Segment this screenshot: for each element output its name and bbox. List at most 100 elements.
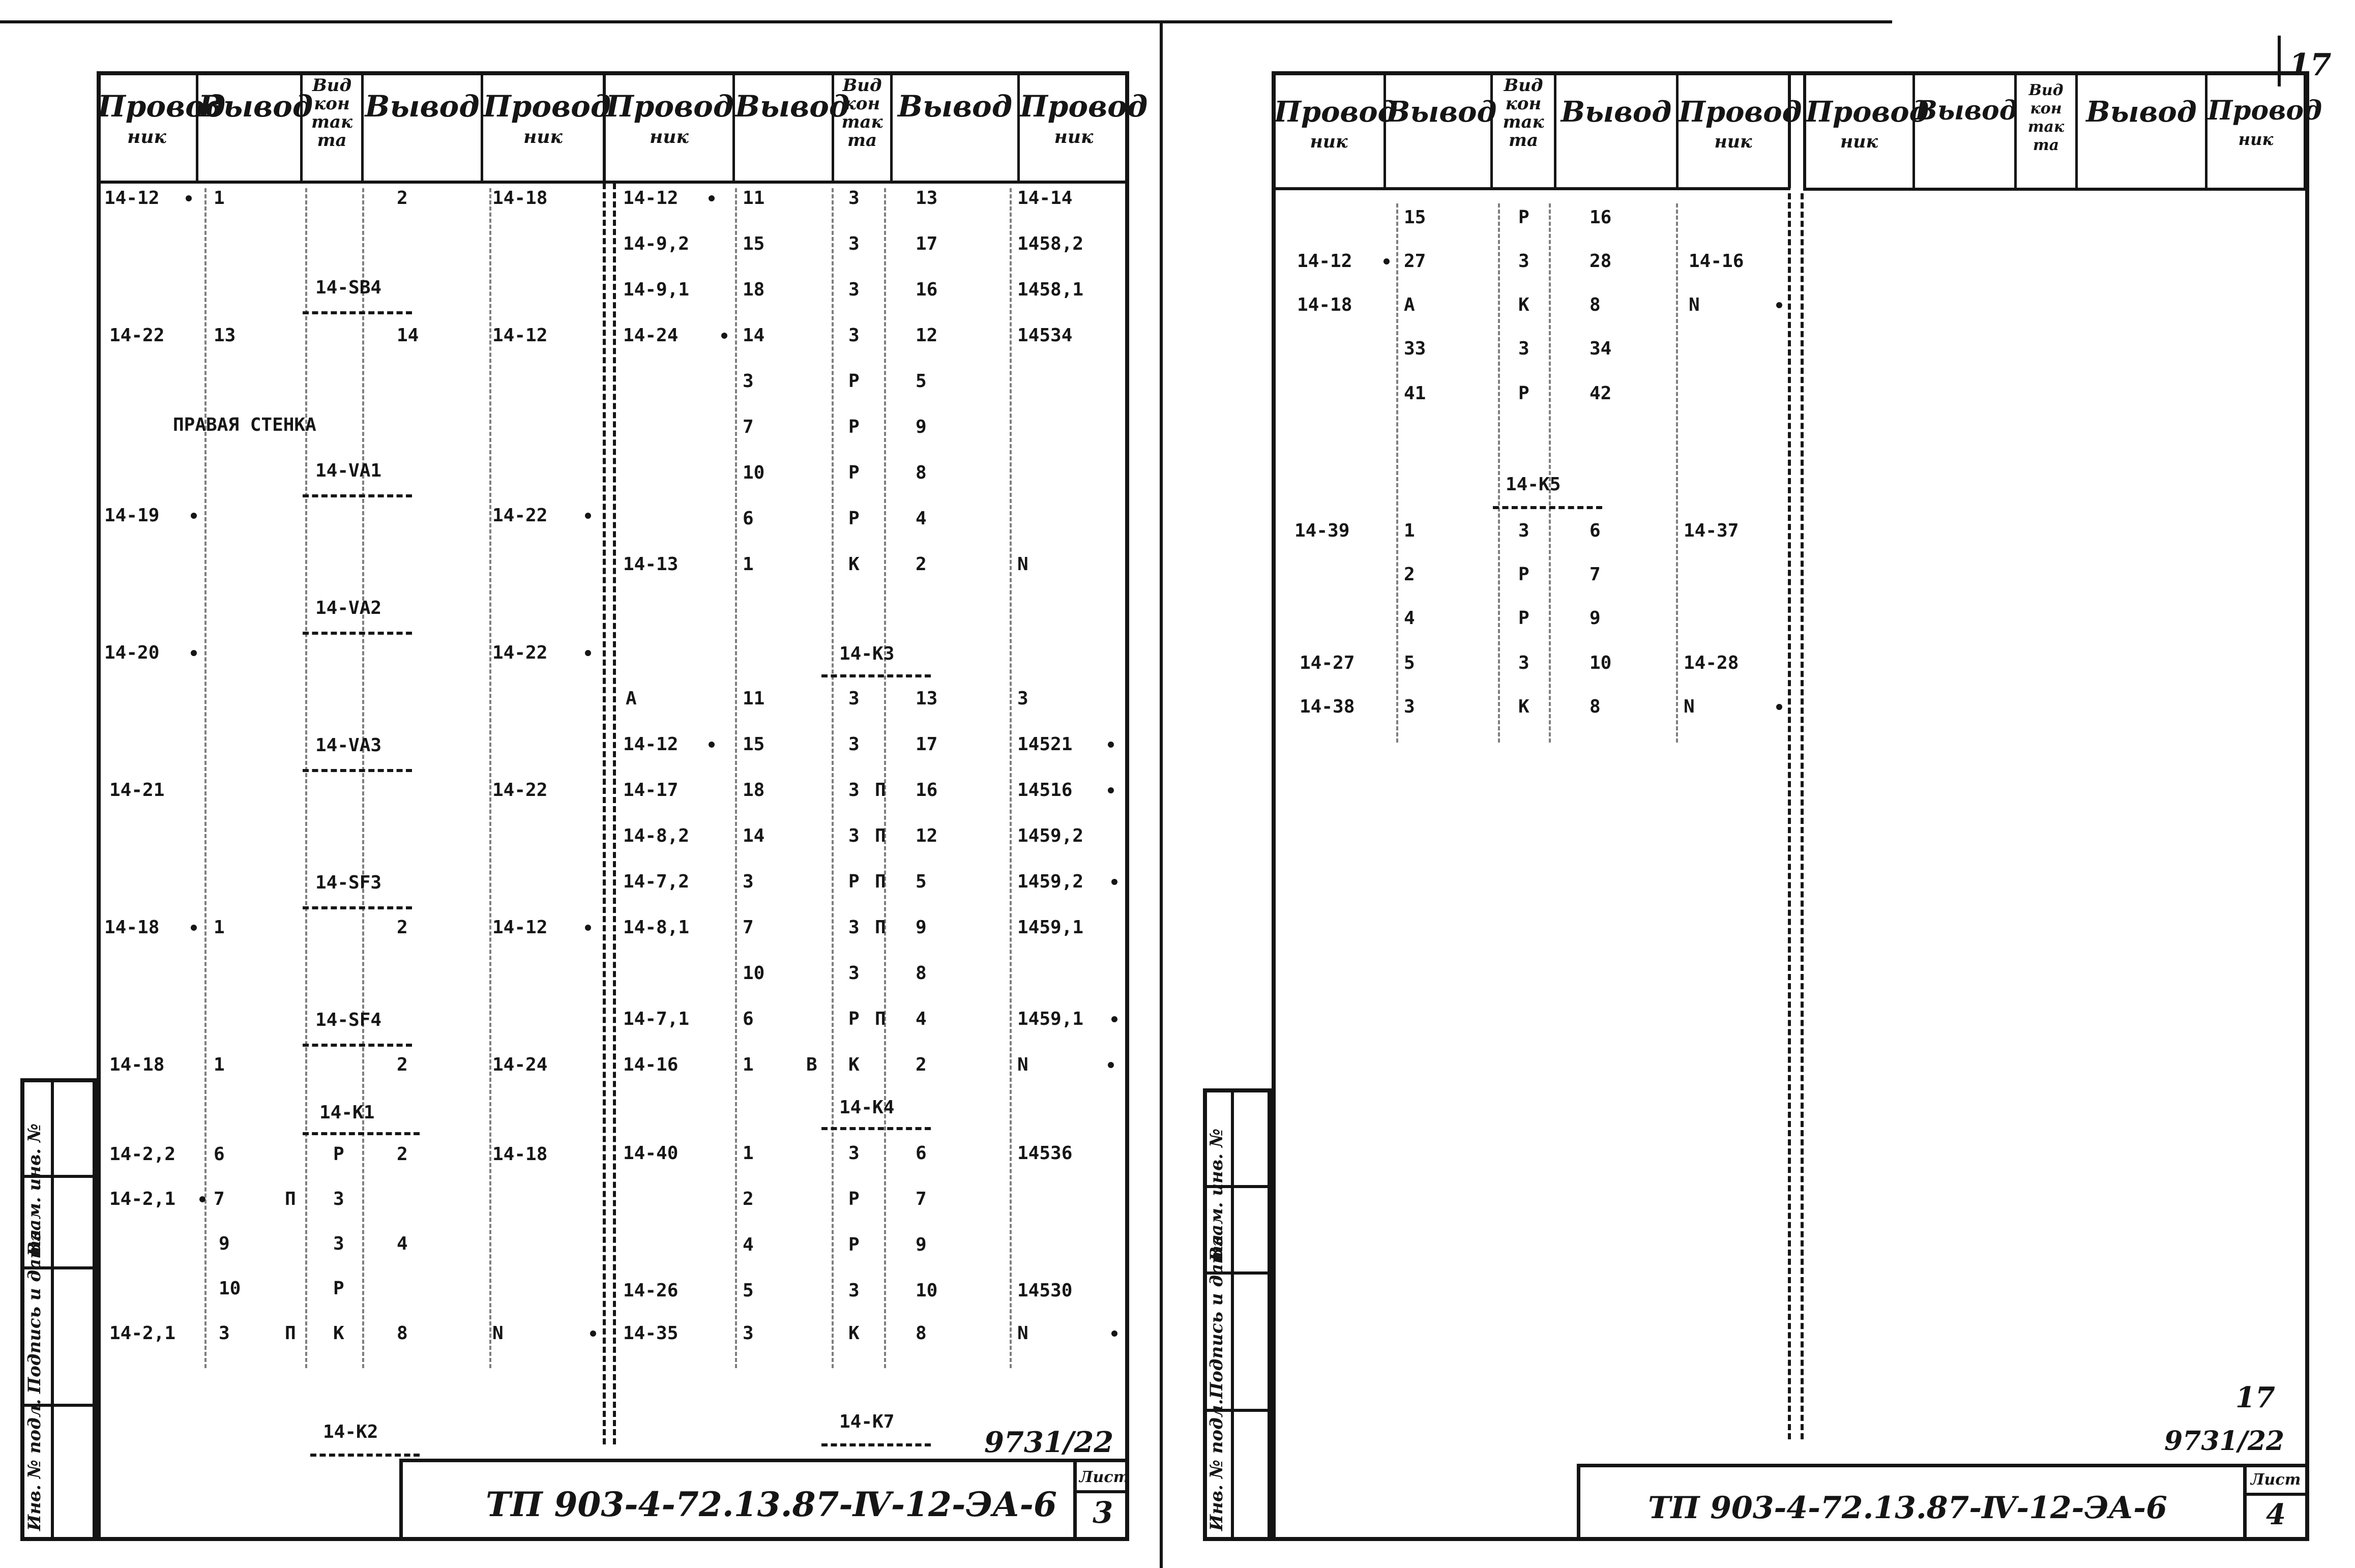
wire-cell: 1459,1 (1017, 1009, 1084, 1029)
page1-center-divider-a (603, 183, 609, 1444)
page1-h-vid-2: Вид кон так та (841, 75, 883, 151)
contact-type: К (1518, 294, 1529, 315)
contact-type: 3 (848, 688, 860, 709)
page1-h-provod-3: Провод ник (606, 89, 734, 147)
page1-doc-number: ТП 903-4-72.13.87-Ⅳ-12-ЭА-6 (486, 1485, 1057, 1524)
wire-cell: 1459,1 (1017, 917, 1084, 938)
pin-cell: 3 (743, 871, 754, 892)
page1-device-underline (303, 906, 412, 909)
pin-cell: 2 (916, 554, 927, 575)
pin-cell: 1 (1404, 520, 1415, 541)
pin-cell: 3 (743, 371, 754, 392)
page1-device-underline (821, 674, 931, 677)
page2-header-right-block (1803, 71, 2307, 191)
junction-dot (186, 195, 192, 201)
junction-dot (709, 742, 715, 748)
wire-cell: 14-22 (492, 642, 548, 663)
pin-cell: 2 (397, 1144, 408, 1165)
page2-center-divider-a (1788, 193, 1794, 1439)
page1-col-guide (489, 188, 494, 1368)
contact-type: 3 (848, 734, 860, 755)
pin-cell: 5 (916, 371, 927, 392)
wire-cell: 14-17 (623, 780, 679, 801)
pin-cell: 9 (916, 417, 927, 437)
page1-side-row3 (20, 1404, 97, 1407)
wire-cell: N (1017, 554, 1028, 575)
pin-cell: 2 (916, 1054, 927, 1075)
junction-dot (1108, 1062, 1114, 1068)
wire-cell: N (1017, 1054, 1028, 1075)
page1-h-provod-4: Провод ник (1020, 89, 1148, 147)
pin-cell: 16 (916, 780, 938, 801)
wire-cell: 14-2,2 (109, 1144, 176, 1165)
page2-stamp-top (1577, 1464, 2309, 1467)
contact-type: Р (1518, 608, 1529, 629)
pin-cell: 27 (1404, 251, 1426, 272)
page2-list-number: 4 (2266, 1498, 2286, 1531)
wire-cell: 14-12 (104, 188, 160, 209)
pin-cell: 15 (743, 734, 765, 755)
page1-h-vyvod-2: Вывод (365, 89, 480, 124)
contact-type: К (333, 1323, 344, 1344)
page2-h-provod-3: Провод ник (1806, 95, 1929, 152)
p-mark: П (875, 871, 886, 892)
page1-col-guide (1010, 188, 1015, 1368)
page1-device-label: 14-SF3 (315, 872, 382, 893)
pin-cell: 15 (1404, 207, 1426, 228)
pin-cell: 42 (1589, 383, 1612, 404)
page1-header-col4 (481, 71, 483, 183)
junction-dot (199, 1196, 205, 1202)
page2-h-vid-1: Вид кон так та (1503, 75, 1544, 151)
pin-cell: 17 (916, 233, 938, 254)
page2-side-strip (1203, 1088, 1272, 1541)
pin-cell: 6 (1589, 520, 1601, 541)
wire-cell: 14-18 (1297, 294, 1352, 315)
junction-dot (590, 1330, 596, 1337)
page1-device-underline (310, 1454, 420, 1457)
page2-side-row2 (1203, 1271, 1272, 1275)
pin-cell: 10 (916, 1280, 938, 1301)
pin-cell: 14 (743, 825, 765, 846)
page1-h-vyvod-3: Вывод (735, 89, 850, 124)
contact-type: Р (848, 508, 860, 529)
wire-cell: 14-2,1 (109, 1323, 176, 1344)
page1-header-col5 (603, 71, 606, 183)
page1-header-bottom (97, 181, 1129, 184)
page2-col-guide (1676, 203, 1681, 743)
wire-cell: 14-16 (1689, 251, 1744, 272)
p-mark: В (806, 1054, 817, 1075)
pin-cell: А (1404, 294, 1415, 315)
pin-cell: 33 (1404, 338, 1426, 359)
page2-header-col (1676, 71, 1679, 188)
page2-side-label-replace: Взам. инв. № (1206, 1129, 1227, 1261)
page2-header-col (2014, 71, 2017, 191)
page2-h-vyvod-2: Вывод (1561, 95, 1672, 129)
page2-list-label: Лист (2251, 1471, 2301, 1489)
page2-col-guide (1396, 203, 1401, 743)
wire-cell: 14-12 (1297, 251, 1352, 272)
pin-cell: 4 (1404, 608, 1415, 629)
page2-h-provod-4: Провод ник (2207, 95, 2322, 149)
page2-h-vyvod-4: Вывод (2086, 95, 2197, 129)
wire-cell: 14-24 (623, 325, 679, 346)
pin-cell: 13 (214, 325, 236, 346)
contact-type: 3 (848, 1280, 860, 1301)
pin-cell: 41 (1404, 383, 1426, 404)
pin-cell: 15 (743, 233, 765, 254)
page2-header-col (1912, 71, 1915, 191)
pin-cell: 3 (219, 1323, 230, 1344)
p-mark: П (875, 825, 886, 846)
top-border-line (0, 20, 1892, 23)
page1-col-guide (305, 188, 310, 1368)
page1-stamp-left (399, 1459, 403, 1541)
pin-cell: 7 (743, 917, 754, 938)
pin-cell: 1 (214, 188, 225, 209)
pin-cell: 2 (397, 188, 408, 209)
center-divider-line (1160, 20, 1163, 1568)
page2-header-col (2205, 71, 2207, 191)
page1-h-vyvod-4: Вывод (897, 89, 1013, 124)
contact-type: 3 (848, 188, 860, 209)
wire-cell: 14-38 (1300, 696, 1355, 717)
pin-cell: 7 (214, 1189, 225, 1209)
